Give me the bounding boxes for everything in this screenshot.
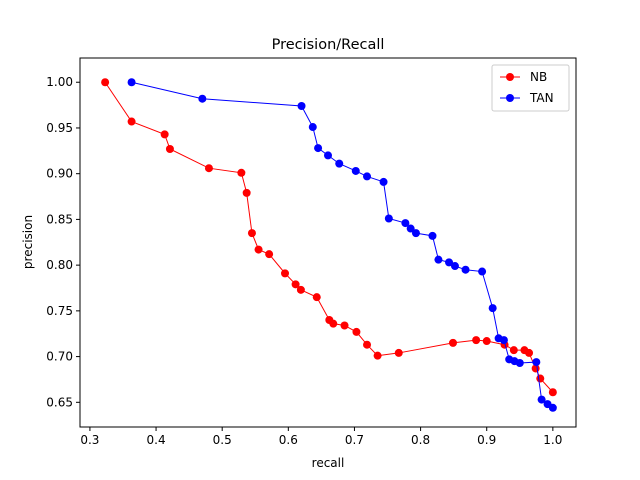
data-point-nb <box>312 293 321 302</box>
plot-area <box>101 78 557 412</box>
data-point-tan <box>488 304 497 313</box>
y-tick-label: 0.90 <box>46 167 73 181</box>
data-point-tan <box>515 358 524 367</box>
x-tick-label: 0.3 <box>80 433 99 447</box>
data-point-nb <box>448 338 457 347</box>
x-tick-label: 1.0 <box>543 433 562 447</box>
y-tick-label: 0.85 <box>46 212 73 226</box>
data-point-nb <box>472 336 481 345</box>
data-point-tan <box>411 229 420 238</box>
data-point-tan <box>379 177 388 186</box>
series-nb <box>101 78 557 397</box>
legend-marker <box>506 73 514 81</box>
y-tick-label: 0.65 <box>46 395 73 409</box>
y-tick-label: 0.80 <box>46 258 73 272</box>
series-tan <box>127 78 557 412</box>
data-point-tan <box>314 144 323 153</box>
data-point-tan <box>308 123 317 132</box>
y-tick-label: 0.95 <box>46 121 73 135</box>
y-tick-label: 1.00 <box>46 75 73 89</box>
data-point-tan <box>450 262 459 271</box>
x-tick-label: 0.6 <box>279 433 298 447</box>
x-tick-label: 0.9 <box>477 433 496 447</box>
data-point-tan <box>351 166 360 175</box>
data-point-tan <box>198 94 207 103</box>
x-tick-label: 0.4 <box>147 433 166 447</box>
y-tick-label: 0.75 <box>46 304 73 318</box>
data-point-nb <box>394 348 403 357</box>
data-point-nb <box>204 164 213 173</box>
data-point-tan <box>335 159 344 168</box>
data-point-nb <box>281 269 290 278</box>
data-point-tan <box>532 358 541 367</box>
data-point-nb <box>482 337 491 346</box>
data-point-tan <box>297 102 306 111</box>
chart-title: Precision/Recall <box>272 37 385 53</box>
data-point-tan <box>127 78 136 87</box>
data-point-nb <box>127 117 136 126</box>
data-point-nb <box>509 346 518 355</box>
data-point-tan <box>363 172 372 181</box>
x-tick-label: 0.5 <box>213 433 232 447</box>
y-axis: 0.65 0.70 0.75 0.80 0.85 0.90 0.95 1.00 <box>46 75 80 409</box>
data-point-nb <box>101 78 110 87</box>
data-point-nb <box>160 130 169 139</box>
data-point-nb <box>291 280 300 289</box>
data-point-nb <box>352 327 361 336</box>
legend-label: TAN <box>529 91 554 105</box>
legend-item-tan: TAN <box>500 91 554 105</box>
data-point-nb <box>536 374 545 383</box>
data-point-tan <box>537 395 546 404</box>
data-point-nb <box>373 351 382 360</box>
data-point-tan <box>428 231 437 240</box>
legend: NB TAN <box>491 64 570 112</box>
data-point-tan <box>548 403 557 412</box>
data-point-nb <box>247 229 256 238</box>
data-point-nb <box>165 144 174 153</box>
data-point-nb <box>254 245 263 254</box>
x-tick-label: 0.8 <box>411 433 430 447</box>
y-tick-label: 0.70 <box>46 350 73 364</box>
data-point-nb <box>363 340 372 349</box>
data-point-nb <box>237 168 246 177</box>
data-point-nb <box>525 348 534 357</box>
legend-item-nb: NB <box>500 70 547 84</box>
data-point-tan <box>434 255 443 264</box>
data-point-tan <box>478 267 487 276</box>
data-point-tan <box>324 151 332 160</box>
data-point-tan <box>401 219 410 228</box>
data-point-tan <box>445 258 454 267</box>
data-point-tan <box>499 336 508 345</box>
legend-marker <box>506 94 514 102</box>
data-point-tan <box>406 224 415 233</box>
data-point-nb <box>340 321 349 330</box>
x-axis-label: recall <box>312 456 345 470</box>
data-point-tan <box>461 265 470 274</box>
data-point-nb <box>242 188 251 197</box>
legend-label: NB <box>530 70 547 84</box>
axes-frame <box>79 57 577 428</box>
x-tick-label: 0.7 <box>345 433 364 447</box>
y-axis-label: precision <box>21 215 35 269</box>
data-point-tan <box>384 214 393 223</box>
data-point-nb <box>329 319 338 328</box>
data-point-nb <box>265 250 274 259</box>
data-point-nb <box>548 388 557 397</box>
data-point-nb <box>296 285 305 294</box>
x-axis: 0.3 0.4 0.5 0.6 0.7 0.8 0.9 1.0 <box>80 427 562 447</box>
